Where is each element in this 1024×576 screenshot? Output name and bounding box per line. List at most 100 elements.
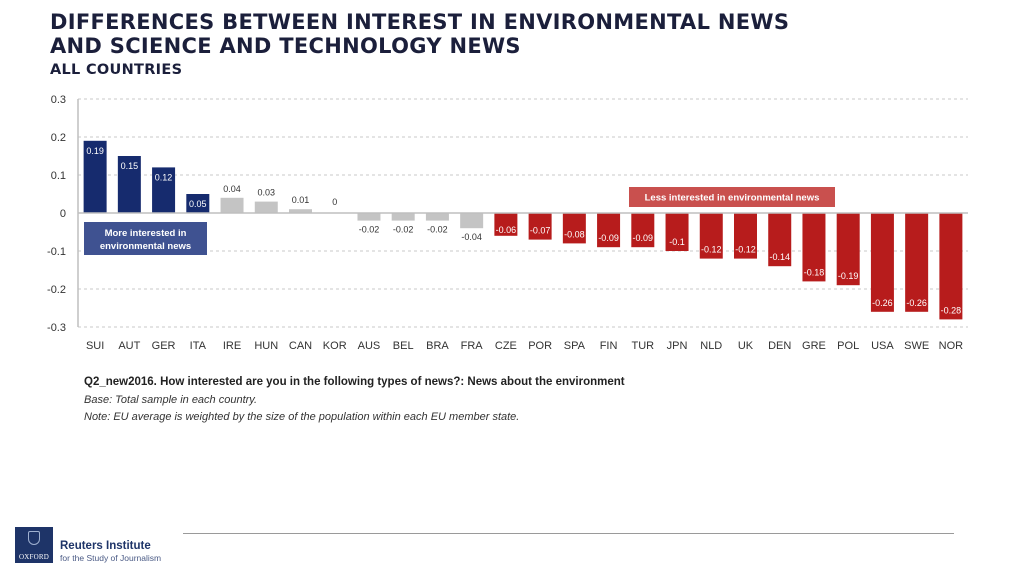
x-tick-label: POR	[528, 340, 552, 352]
annotation-more-text-line1: More interested in	[105, 228, 187, 239]
x-tick-label: ITA	[190, 340, 207, 352]
bar-sui	[83, 140, 107, 213]
value-label: -0.12	[735, 245, 756, 255]
x-tick-label: SWE	[904, 340, 929, 352]
crest-icon	[28, 531, 40, 545]
bar-cze	[494, 213, 518, 236]
value-label: -0.02	[427, 225, 448, 235]
x-tick-label: USA	[871, 340, 894, 352]
x-tick-label: KOR	[323, 340, 347, 352]
annotation-more-interested: More interested in environmental news	[84, 222, 207, 255]
value-label: -0.1	[669, 237, 685, 247]
value-label: -0.04	[461, 232, 482, 242]
bar-chart: 0.30.20.10-0.1-0.2-0.3 0.190.150.120.050…	[47, 94, 968, 352]
bar-pol	[836, 213, 860, 286]
x-tick-label: UK	[738, 340, 754, 352]
org-subtitle: for the Study of Journalism	[60, 553, 162, 563]
annotation-more-text-line2: environmental news	[100, 241, 191, 252]
bar-ger	[152, 167, 176, 213]
gridlines	[78, 98, 968, 328]
bar-fra	[460, 213, 484, 229]
x-tick-label: POL	[837, 340, 859, 352]
value-labels: 0.19 0.15 0.12 0.05 0.04 0.03 0.01 0 -0.02 -0.02 -…	[86, 146, 961, 316]
bar-can	[289, 209, 312, 213]
logo-text: OXFORD	[19, 553, 49, 561]
bar-hun	[254, 201, 278, 213]
value-label: -0.14	[769, 252, 790, 262]
value-label: -0.26	[872, 298, 893, 308]
x-tick-label: AUS	[358, 340, 381, 352]
annotation-less-box	[629, 187, 835, 207]
value-label: -0.08	[564, 229, 585, 239]
value-label: 0.01	[292, 195, 310, 205]
x-tick-label: FRA	[461, 340, 484, 352]
bar-usa	[870, 213, 894, 312]
x-tick-label: SUI	[86, 340, 104, 352]
annotation-less-text: Less interested in environmental news	[645, 193, 820, 204]
value-label: 0.15	[121, 161, 139, 171]
x-tick-label: GER	[152, 340, 176, 352]
y-tick-label: 0.3	[51, 94, 66, 106]
base-footnote: Base: Total sample in each country.	[84, 394, 258, 406]
x-tick-label: TUR	[632, 340, 655, 352]
y-tick-label: 0	[60, 208, 66, 220]
footer-divider	[183, 533, 954, 534]
y-axis-ticks: 0.3 0.2 0.1 0 -0.1 -0.2 -0.3	[47, 94, 66, 334]
value-label: -0.09	[598, 233, 619, 243]
value-label: 0.03	[258, 188, 276, 198]
x-tick-label: BEL	[393, 340, 414, 352]
x-tick-label: CZE	[495, 340, 517, 352]
y-tick-label: 0.1	[51, 170, 66, 182]
x-tick-label: AUT	[118, 340, 140, 352]
x-tick-label: DEN	[768, 340, 791, 352]
chart-title: DIFFERENCES BETWEEN INTEREST IN ENVIRONM…	[50, 10, 789, 58]
x-tick-label: HUN	[254, 340, 278, 352]
bar-nld	[699, 213, 723, 259]
annotation-more-box	[84, 222, 207, 255]
chart-subtitle: ALL COUNTRIES	[50, 62, 183, 78]
bar-nor	[939, 213, 963, 320]
bar-ire	[220, 197, 244, 213]
value-label: 0	[332, 197, 337, 207]
x-axis-labels: SUI AUT GER ITA IRE HUN CAN KOR AUS BEL BRA FRA CZE P…	[86, 340, 963, 352]
bar-fin	[597, 213, 621, 248]
bar-tur	[631, 213, 655, 248]
bar-jpn	[665, 213, 689, 251]
bar-bra	[425, 213, 449, 221]
x-tick-label: FIN	[600, 340, 618, 352]
bar-spa	[562, 213, 586, 244]
bar-swe	[905, 213, 929, 312]
note-footnote: Note: EU average is weighted by the size…	[84, 411, 520, 423]
bars	[83, 140, 963, 320]
value-label: -0.02	[393, 225, 414, 235]
bar-den	[768, 213, 792, 267]
value-label: 0.12	[155, 172, 173, 182]
title-line-2: AND SCIENCE AND TECHNOLOGY NEWS	[50, 34, 521, 58]
value-label: 0.05	[189, 199, 207, 209]
bar-aut	[117, 156, 141, 213]
value-label: -0.09	[633, 233, 654, 243]
x-tick-label: GRE	[802, 340, 826, 352]
value-label: -0.07	[530, 226, 551, 236]
value-label: -0.19	[838, 271, 859, 281]
bar-bel	[391, 213, 415, 221]
title-line-1: DIFFERENCES BETWEEN INTEREST IN ENVIRONM…	[50, 10, 790, 34]
y-tick-label: 0.2	[51, 132, 66, 144]
y-tick-label: -0.2	[47, 284, 66, 296]
x-tick-label: SPA	[564, 340, 586, 352]
value-label: -0.18	[804, 267, 825, 277]
x-tick-label: BRA	[426, 340, 449, 352]
x-tick-label: IRE	[223, 340, 241, 352]
bar-ita	[186, 194, 210, 213]
value-label: -0.28	[941, 305, 962, 315]
bar-uk	[734, 213, 757, 259]
value-label: -0.26	[906, 298, 927, 308]
value-label: -0.02	[359, 225, 380, 235]
question-footnote: Q2_new2016. How interested are you in th…	[84, 376, 625, 388]
value-label: -0.12	[701, 245, 722, 255]
x-tick-label: JPN	[667, 340, 688, 352]
bar-por	[528, 213, 552, 240]
x-tick-label: CAN	[289, 340, 312, 352]
bar-gre	[802, 213, 826, 282]
oxford-logo: OXFORD	[15, 527, 53, 563]
